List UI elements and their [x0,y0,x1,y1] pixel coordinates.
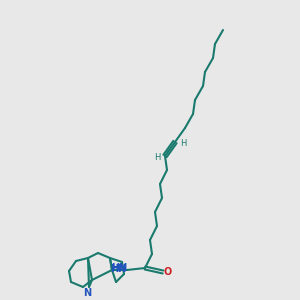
Text: H: H [180,140,186,148]
Text: HN: HN [110,264,126,274]
Text: H: H [154,154,160,163]
Text: N: N [83,288,91,298]
Text: HN: HN [111,263,127,273]
Text: O: O [164,267,172,277]
